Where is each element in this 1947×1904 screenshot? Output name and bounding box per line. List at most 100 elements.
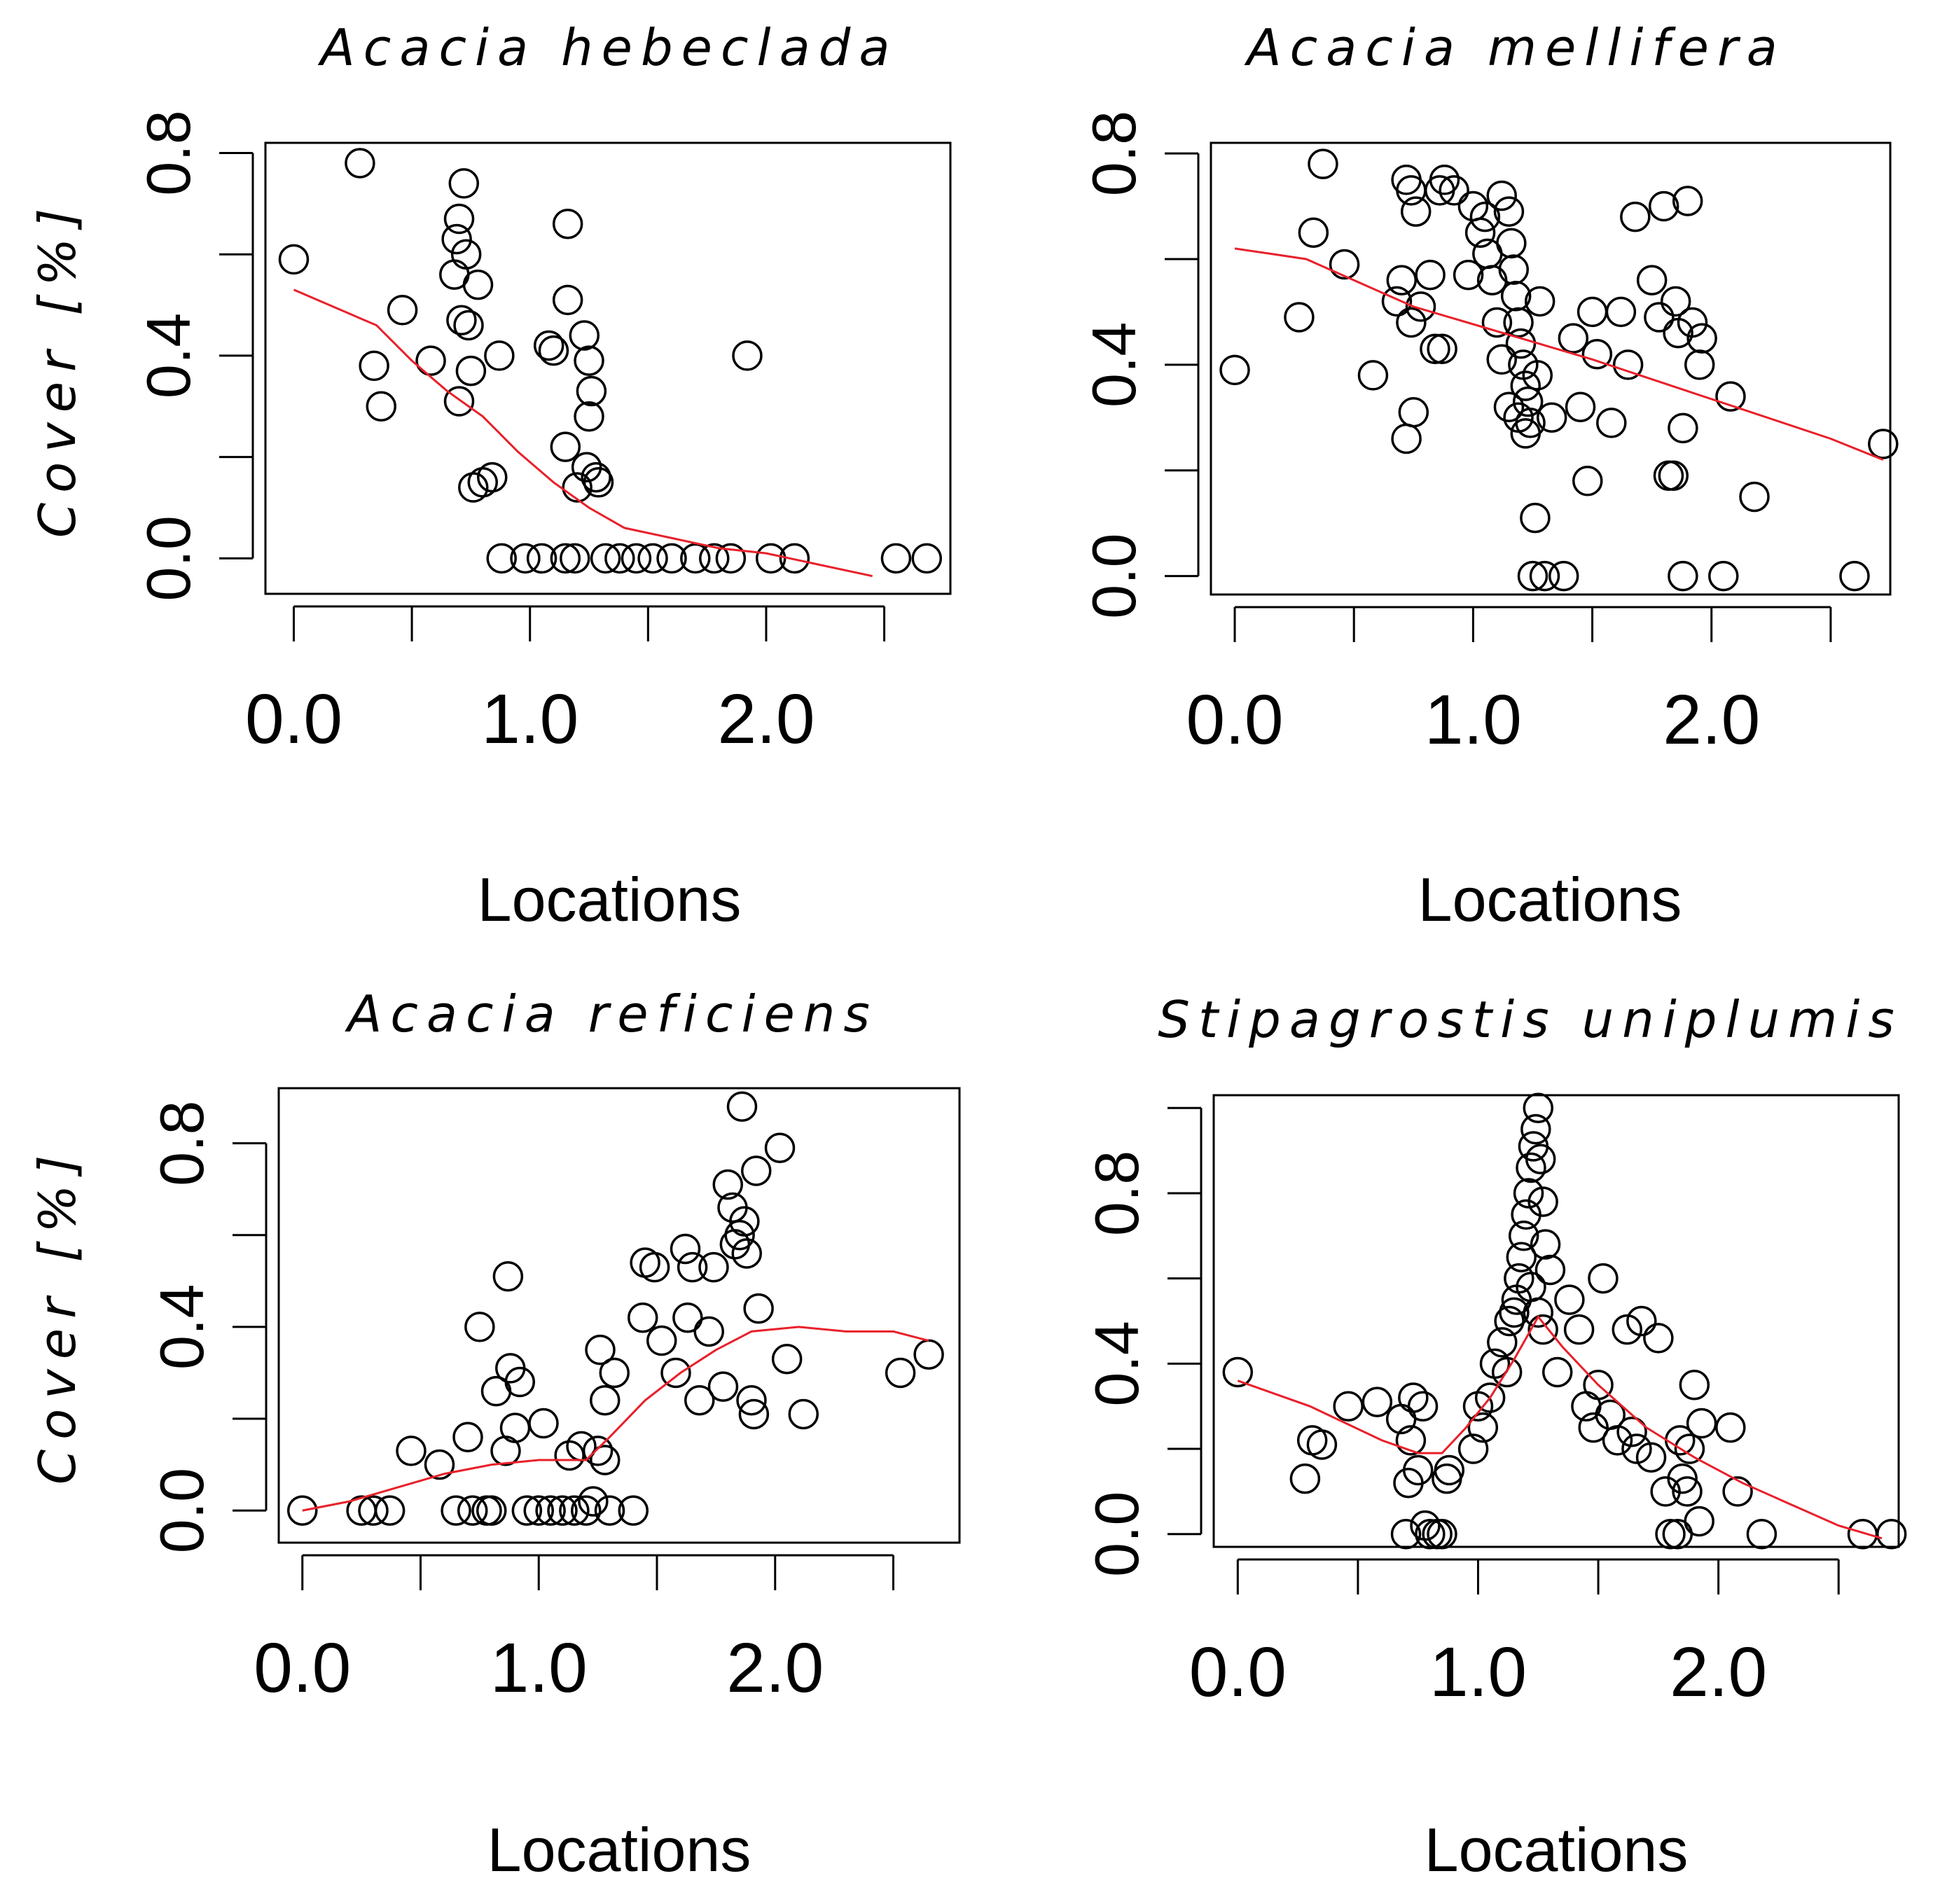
- data-point: [1298, 217, 1329, 248]
- data-point: [618, 1495, 649, 1526]
- y-tick-label: 0.0: [1082, 1492, 1151, 1577]
- data-point: [1523, 1297, 1554, 1328]
- data-point: [599, 1357, 630, 1389]
- data-point: [1715, 381, 1746, 412]
- data-point: [366, 391, 396, 422]
- data-point: [374, 1495, 406, 1526]
- data-point: [1572, 466, 1603, 496]
- y-tick-label: 0.0: [134, 515, 203, 601]
- data-point: [511, 1495, 543, 1526]
- data-points: [1222, 1092, 1907, 1550]
- data-point: [528, 1408, 559, 1439]
- x-tick-label: 2.0: [717, 680, 815, 758]
- y-axis: 0.0 0.4 0.8: [134, 110, 254, 602]
- data-point: [583, 467, 614, 498]
- data-point: [562, 472, 593, 503]
- data-point: [457, 1495, 488, 1526]
- data-point: [1512, 386, 1544, 417]
- data-point: [1612, 349, 1644, 380]
- plot-frame: [264, 141, 952, 595]
- data-point: [1530, 1229, 1561, 1260]
- data-point: [885, 1357, 916, 1389]
- data-point: [880, 543, 912, 574]
- data-point: [1658, 460, 1689, 492]
- data-points: [287, 1091, 944, 1526]
- data-point: [590, 1385, 621, 1416]
- data-point: [1508, 1221, 1539, 1251]
- data-point: [1386, 265, 1418, 296]
- data-point: [1357, 360, 1389, 391]
- data-point: [1453, 259, 1484, 291]
- data-point: [594, 1495, 625, 1526]
- data-point: [1563, 1314, 1595, 1345]
- panel-acacia-hebeclada: Acacia hebeclada 0.0 1.0 2.0 0.0 0.4 0.8 Loca…: [28, 18, 952, 934]
- x-axis-label: Locations: [1418, 865, 1682, 934]
- data-point: [452, 1422, 483, 1452]
- data-point: [1469, 201, 1501, 232]
- plot-frame: [277, 1087, 961, 1544]
- data-point: [387, 295, 418, 326]
- data-point: [1541, 1356, 1573, 1388]
- y-tick-label: 0.8: [1079, 111, 1149, 196]
- data-point: [1839, 560, 1870, 592]
- x-tick-label: 2.0: [1670, 1633, 1767, 1711]
- data-point: [1503, 307, 1534, 338]
- data-point: [574, 345, 604, 376]
- data-point: [1457, 190, 1489, 222]
- data-point: [1746, 1518, 1778, 1550]
- y-tick-label: 0.0: [147, 1468, 216, 1553]
- x-tick-label: 1.0: [490, 1629, 588, 1707]
- data-point: [1505, 328, 1537, 359]
- y-axis-label: Cover [%]: [28, 1146, 87, 1485]
- data-point: [455, 355, 487, 387]
- data-point: [1491, 1356, 1523, 1388]
- data-point: [510, 543, 541, 574]
- data-point: [628, 1302, 658, 1333]
- data-point: [550, 543, 581, 574]
- data-point: [1464, 217, 1496, 248]
- data-point: [1620, 201, 1651, 232]
- data-point: [1306, 1429, 1338, 1460]
- data-point: [1496, 228, 1527, 259]
- data-point: [448, 168, 480, 199]
- y-tick-label: 0.4: [147, 1284, 216, 1370]
- data-point: [1596, 408, 1627, 438]
- data-point: [741, 1155, 772, 1186]
- y-tick-label: 0.8: [134, 110, 203, 195]
- data-point: [582, 1436, 614, 1466]
- data-point: [1554, 1284, 1585, 1315]
- data-point: [779, 543, 810, 574]
- panel-acacia-reficiens: Acacia reficiens 0.0 1.0 2.0 0.0 0.4 0.8 Loca…: [28, 985, 961, 1884]
- data-point: [656, 543, 687, 574]
- smoother-line: [302, 1326, 929, 1512]
- panel-title: Acacia reficiens: [345, 985, 878, 1043]
- x-axis: 0.0 1.0 2.0: [1186, 606, 1832, 759]
- data-point: [680, 543, 711, 574]
- data-point: [1520, 1113, 1551, 1145]
- data-point: [1876, 1518, 1907, 1550]
- data-point: [1457, 1433, 1489, 1464]
- data-point: [1684, 349, 1715, 380]
- data-point: [1506, 1242, 1537, 1272]
- data-point: [1486, 344, 1517, 375]
- x-tick-label: 2.0: [726, 1629, 824, 1707]
- y-axis: 0.0 0.4 0.8: [147, 1100, 268, 1553]
- data-point: [1400, 196, 1432, 227]
- data-point: [1660, 286, 1691, 317]
- data-point: [1516, 1152, 1546, 1183]
- data-point: [712, 1169, 743, 1200]
- data-point: [1565, 391, 1596, 422]
- data-point: [1493, 196, 1525, 227]
- data-point: [1467, 1412, 1499, 1443]
- data-point: [1415, 1518, 1446, 1550]
- data-point: [724, 1220, 755, 1251]
- data-point: [1602, 1425, 1633, 1456]
- data-point: [462, 269, 494, 300]
- data-point: [715, 543, 747, 574]
- data-point: [484, 340, 515, 371]
- panel-title: Acacia mellifera: [1244, 18, 1785, 77]
- data-point: [738, 1398, 770, 1430]
- data-point: [913, 1339, 944, 1370]
- data-point: [1333, 1391, 1364, 1422]
